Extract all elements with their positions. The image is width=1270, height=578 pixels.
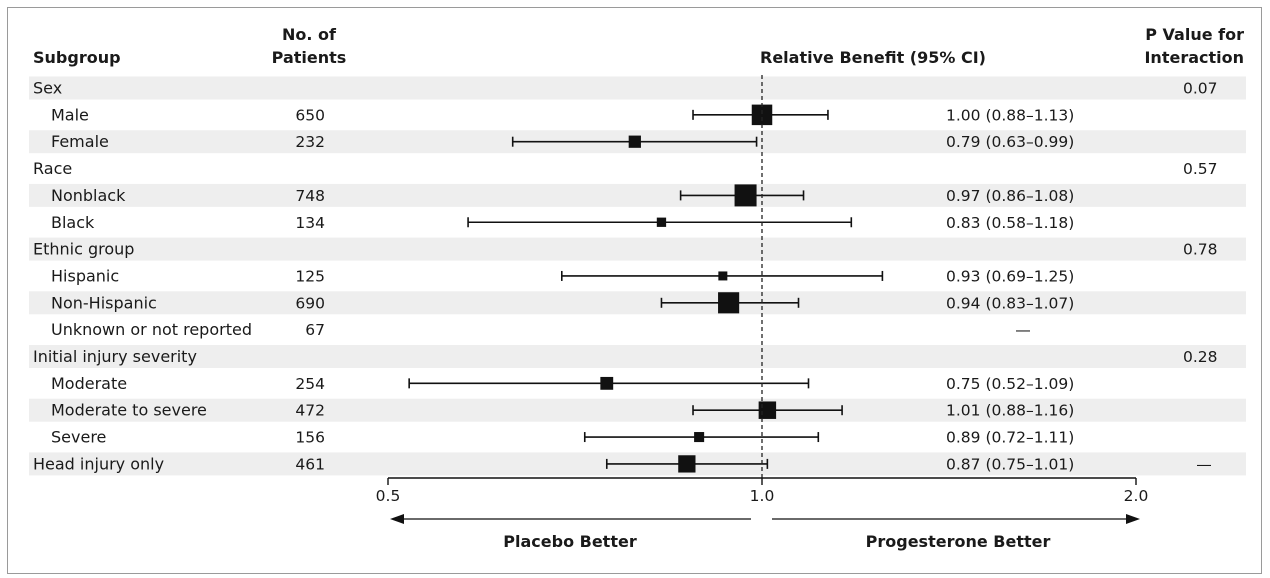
tick-label: 1.0 [750, 487, 775, 505]
point-estimate [694, 432, 704, 442]
point-estimate [759, 401, 776, 418]
point-estimate [718, 271, 727, 280]
header-subgroup: Subgroup [33, 48, 121, 67]
ci-text: 0.75 (0.52–1.09) [946, 375, 1074, 393]
patient-count: 232 [295, 133, 325, 151]
patient-count: 690 [295, 294, 325, 312]
patient-count: 134 [295, 214, 325, 232]
ci-text: 1.00 (0.88–1.13) [946, 106, 1074, 124]
tick-label: 0.5 [376, 487, 401, 505]
subgroup-label: Male [51, 105, 89, 124]
header-pvalue-line2: Interaction [1144, 48, 1244, 67]
patient-count: 156 [295, 429, 325, 447]
ci-text: 0.93 (0.69–1.25) [946, 267, 1074, 285]
subgroup-label: Hispanic [51, 266, 119, 285]
point-estimate [600, 377, 613, 390]
row-band [29, 77, 1246, 100]
right-arrow-head [1126, 514, 1140, 524]
ci-text: 0.89 (0.72–1.11) [946, 429, 1074, 447]
patient-count: 748 [295, 187, 325, 205]
point-estimate [752, 105, 773, 126]
x-axis: 0.5 1.0 2.0 Placebo Better Progesterone Bett… [376, 478, 1149, 551]
patient-count: 650 [295, 106, 325, 124]
subgroup-label: Initial injury severity [33, 347, 197, 366]
ci-text: 0.94 (0.83–1.07) [946, 294, 1074, 312]
subgroup-label: Moderate [51, 374, 127, 393]
row-band [29, 238, 1246, 261]
header-relative-benefit: Relative Benefit (95% CI) [760, 48, 986, 67]
direction-label-right: Progesterone Better [866, 532, 1051, 551]
subgroup-label: Moderate to severe [51, 401, 207, 420]
header-patients-line2: Patients [272, 48, 347, 67]
subgroup-label: Female [51, 132, 109, 151]
patient-count: 461 [295, 455, 325, 473]
p-value: 0.78 [1183, 241, 1218, 259]
subgroup-label: Non-Hispanic [51, 293, 157, 312]
patient-count: 254 [295, 375, 325, 393]
subgroup-label: Ethnic group [33, 240, 134, 259]
subgroup-label: Nonblack [51, 186, 126, 205]
ci-text: — [1015, 321, 1031, 339]
ci-text: 1.01 (0.88–1.16) [946, 402, 1074, 420]
patient-count: 125 [295, 267, 325, 285]
subgroup-label: Sex [33, 79, 62, 98]
point-estimate [735, 184, 757, 206]
left-arrow-head [390, 514, 404, 524]
header-pvalue-line1: P Value for [1145, 25, 1244, 44]
header-patients-line1: No. of [282, 25, 337, 44]
p-value: — [1196, 455, 1212, 473]
point-estimate [657, 218, 666, 227]
ci-text: 0.87 (0.75–1.01) [946, 455, 1074, 473]
subgroup-label: Black [51, 213, 95, 232]
point-estimate [678, 455, 695, 472]
point-estimate [629, 136, 641, 148]
p-value: 0.28 [1183, 348, 1218, 366]
point-estimate [718, 292, 739, 313]
subgroup-label: Severe [51, 428, 106, 447]
patient-count: 472 [295, 402, 325, 420]
ci-text: 0.79 (0.63–0.99) [946, 133, 1074, 151]
subgroup-label: Race [33, 159, 72, 178]
tick-label: 2.0 [1124, 487, 1149, 505]
ci-text: 0.83 (0.58–1.18) [946, 214, 1074, 232]
subgroup-label: Head injury only [33, 454, 164, 473]
row-band [29, 345, 1246, 368]
patient-count: 67 [305, 321, 325, 339]
direction-label-left: Placebo Better [503, 532, 637, 551]
ci-text: 0.97 (0.86–1.08) [946, 187, 1074, 205]
subgroup-label: Unknown or not reported [51, 320, 252, 339]
p-value: 0.57 [1183, 160, 1218, 178]
p-value: 0.07 [1183, 80, 1218, 98]
